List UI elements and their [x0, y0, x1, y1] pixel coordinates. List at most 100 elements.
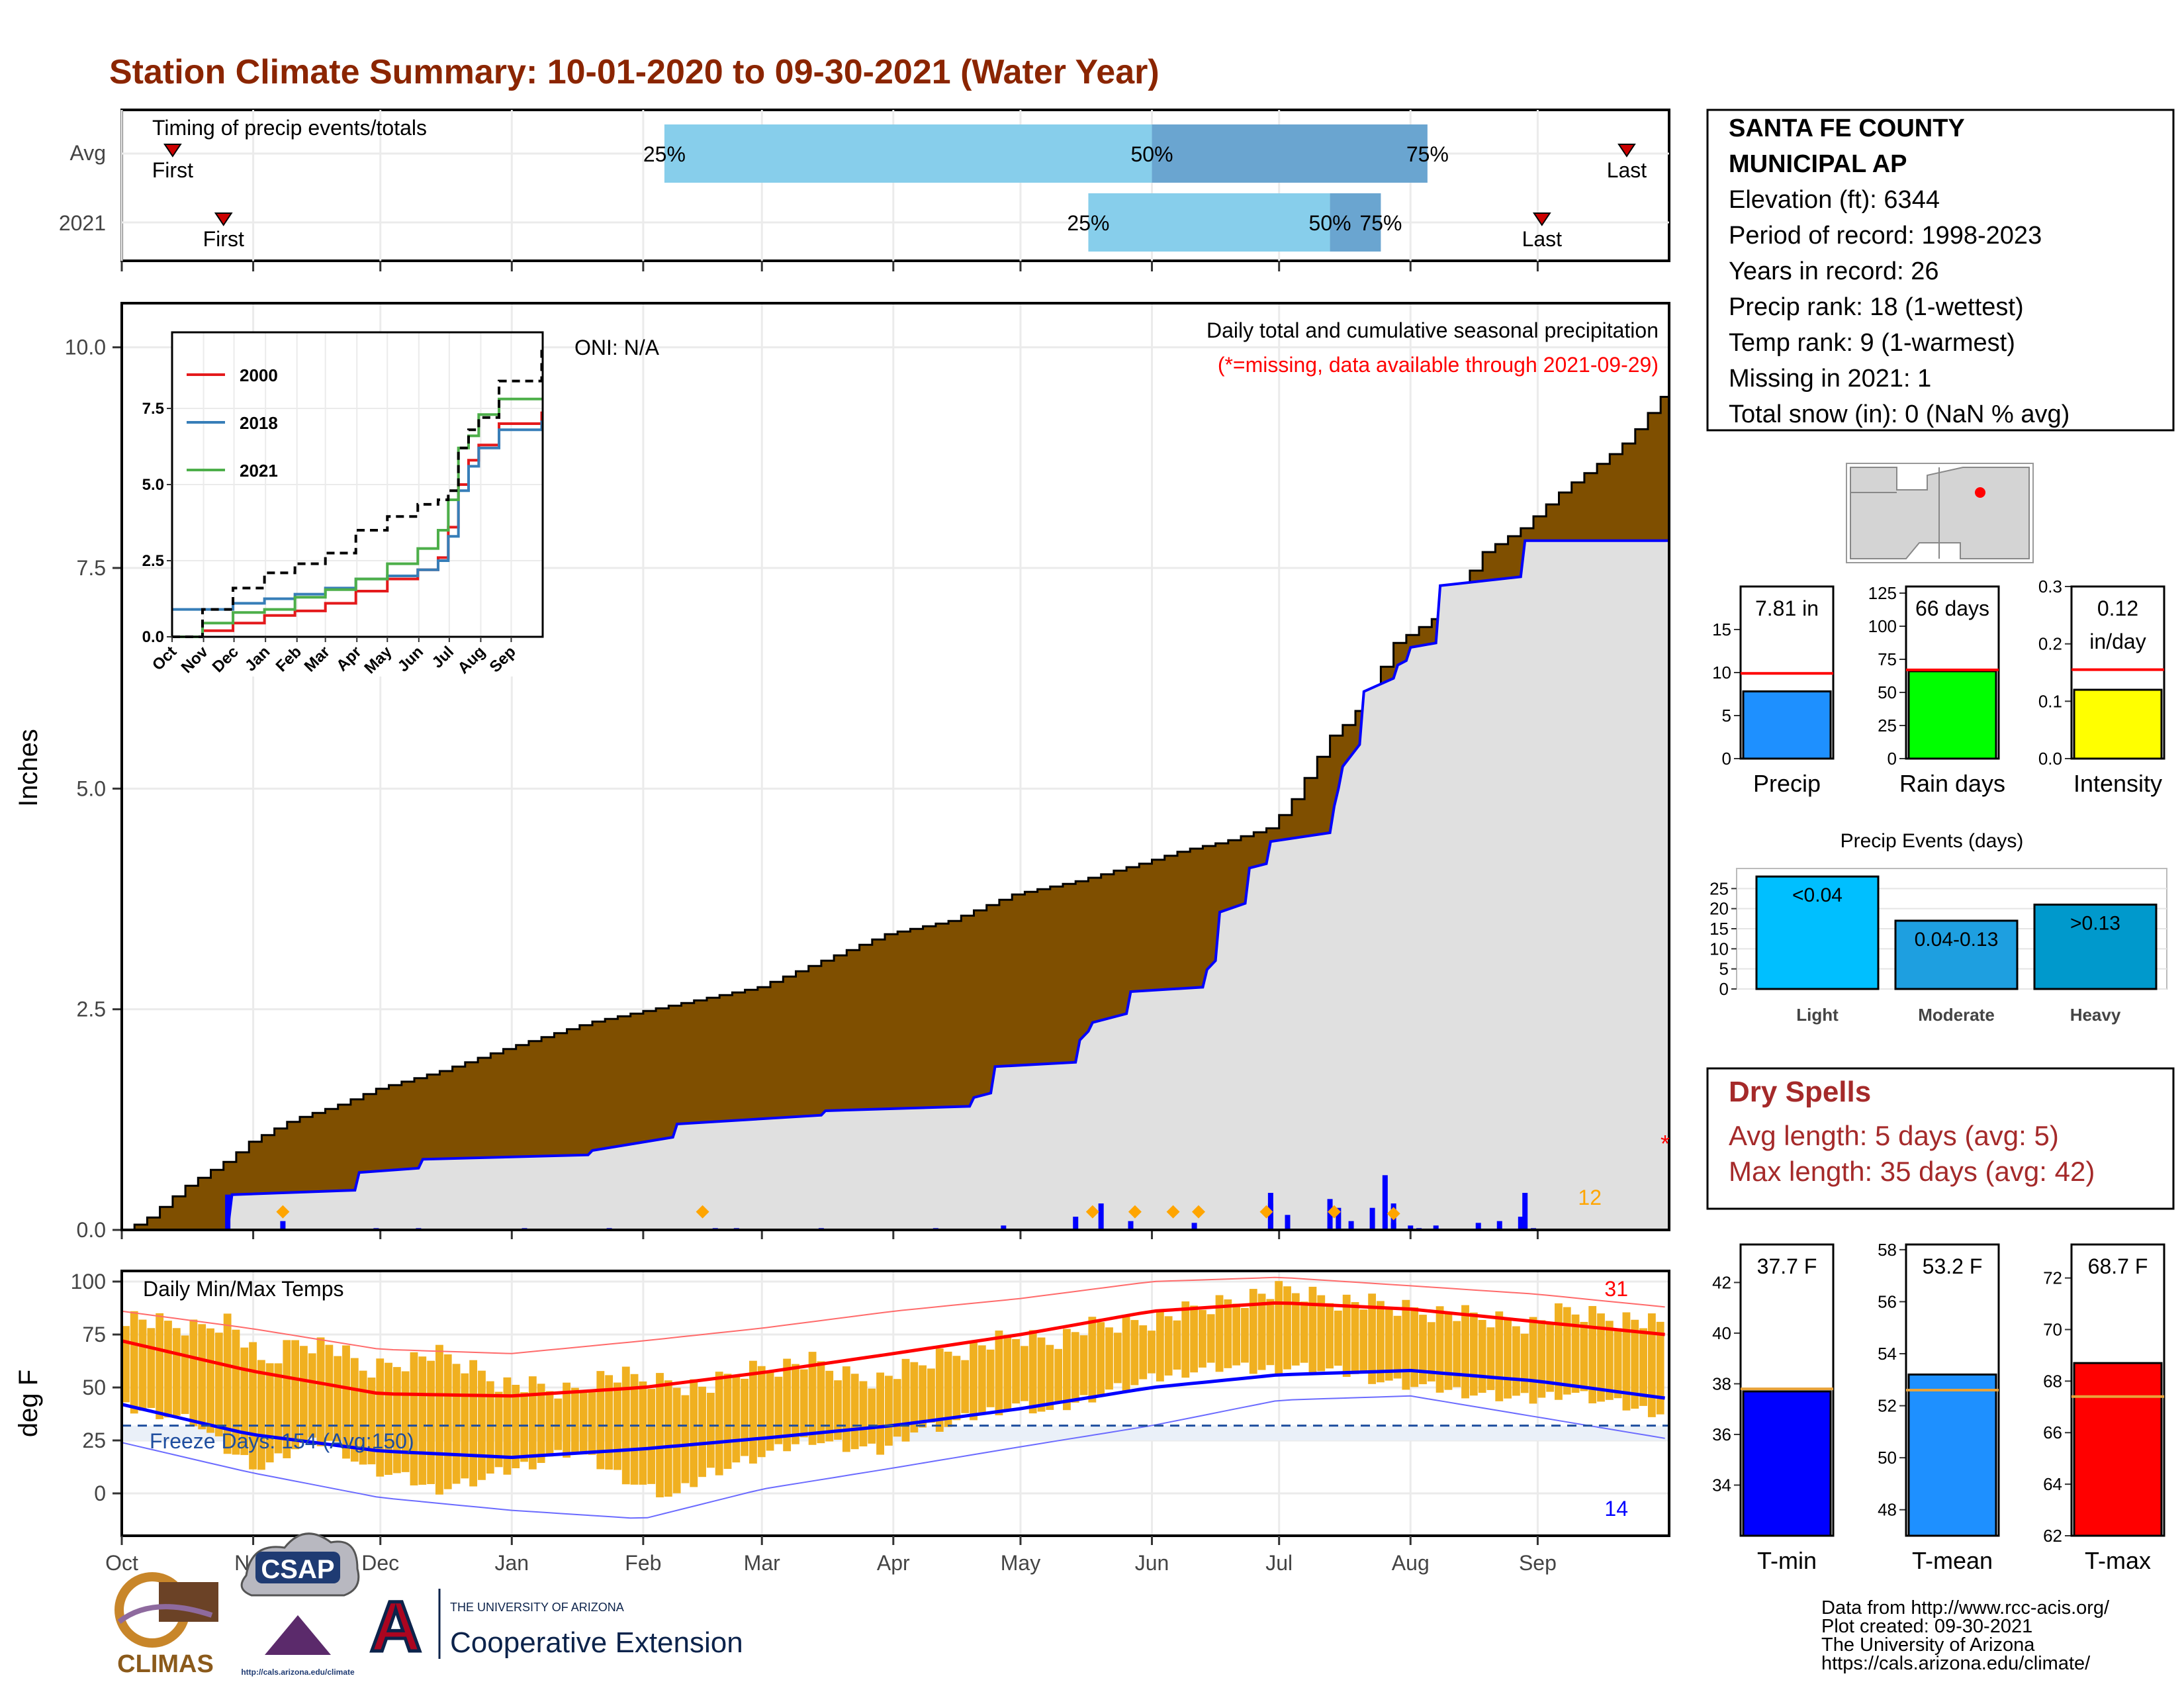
inset-series-line: [172, 397, 542, 638]
daily-temp-bar: [1317, 1295, 1326, 1372]
inset-ytick-label: 7.5: [142, 400, 164, 418]
daily-temp-bar: [164, 1321, 172, 1418]
daily-temp-bar: [706, 1393, 715, 1468]
month-label: Aug: [1392, 1551, 1430, 1575]
daily-temp-bar: [122, 1326, 130, 1403]
precip-events-ytick-label: 20: [1709, 899, 1729, 919]
daily-precip-bar: [1369, 1207, 1375, 1230]
daily-temp-bar: [478, 1370, 486, 1480]
daily-temp-bar: [1580, 1321, 1588, 1391]
daily-temp-bar: [486, 1381, 494, 1474]
daily-temp-bar: [427, 1360, 435, 1484]
month-label: Feb: [625, 1551, 661, 1575]
daily-precip-bar: [1267, 1203, 1273, 1230]
daily-temp-bar: [978, 1345, 986, 1413]
daily-temp-bar: [1088, 1317, 1097, 1403]
tmin-bar: [1742, 1390, 1832, 1537]
daily-temp-bar: [206, 1328, 214, 1433]
timing-row-avg-label: Avg: [69, 141, 106, 165]
daily-temp-bar: [570, 1387, 579, 1454]
daily-temp-bar: [1122, 1315, 1130, 1391]
record-min-line: [121, 1395, 1665, 1519]
station-elevation: Elevation (ft): 6344: [1729, 186, 1940, 214]
precip-panel: 0.0 2.5 5.0 7.5 10.0 Daily total and cumulat…: [14, 302, 1670, 1242]
precip-events-category: Light: [1796, 1005, 1839, 1025]
precip-total-title: Precip: [1753, 770, 1821, 797]
daily-temp-bar: [1647, 1313, 1656, 1417]
daily-temp-bar: [1469, 1312, 1478, 1396]
legend-label-2018: 2018: [240, 413, 278, 433]
daily-temp-bar: [401, 1371, 410, 1472]
legend-label-2021: 2021: [240, 461, 278, 481]
daily-temp-bar: [334, 1356, 342, 1442]
station-period: Period of record: 1998-2023: [1729, 222, 2042, 250]
daily-temp-bar: [198, 1324, 206, 1430]
event-marker: [1259, 1205, 1273, 1219]
rain-days-bar: [1907, 670, 1997, 760]
daily-temp-bar: [359, 1370, 367, 1465]
daily-temp-bar: [749, 1360, 757, 1464]
tmean-ytick-label: 48: [1878, 1500, 1897, 1520]
daily-temp-bar: [554, 1398, 563, 1450]
precip-total-value-label: 7.81 in: [1755, 596, 1819, 620]
daily-temp-bar: [1164, 1316, 1173, 1376]
daily-temp-bar: [308, 1353, 316, 1438]
daily-temp-bar: [249, 1342, 257, 1470]
daily-temp-bar: [1148, 1331, 1156, 1374]
precip-events-bar-label: 0.04-0.13: [1915, 929, 1999, 951]
tmean-ytick-label: 52: [1878, 1396, 1897, 1416]
event-marker: [1387, 1207, 1400, 1221]
daily-temp-bar: [1334, 1310, 1342, 1366]
temp-daily-bars: [122, 1281, 1664, 1497]
tmax-ytick-label: 72: [2043, 1268, 2062, 1288]
dry-spells-frame: [1706, 1067, 2175, 1210]
footer-credits: Data from http://www.rcc-acis.org/ Plot …: [1821, 1597, 2110, 1674]
intensity-ytick-label: 0.2: [2038, 634, 2062, 654]
inset-ytick-label: 0.0: [142, 628, 164, 646]
daily-temp-bar: [1639, 1328, 1647, 1406]
timing-label-first: First: [203, 227, 244, 251]
tmin-ytick-label: 40: [1712, 1323, 1731, 1343]
precip-areas: [122, 396, 1670, 1231]
station-snow: Total snow (in): 0 (NaN % avg): [1729, 400, 2070, 428]
daily-temp-bar: [1003, 1335, 1012, 1410]
daily-temp-bar: [664, 1380, 672, 1497]
precip-events-ytick-label: 5: [1719, 959, 1729, 979]
dry-spells-avg: Avg length: 5 days (avg: 5): [1729, 1120, 2059, 1151]
daily-temp-bar: [435, 1344, 443, 1495]
daily-temp-bar: [1478, 1319, 1486, 1393]
intensity-ytick-label: 0.0: [2038, 749, 2062, 769]
tmean-value-label: 53.2 F: [1923, 1254, 1983, 1278]
daily-precip-bar: [1382, 1175, 1388, 1230]
daily-temp-bar: [656, 1373, 664, 1497]
temp-panel-frame: [120, 1270, 1670, 1537]
daily-temp-bar: [1571, 1314, 1580, 1393]
tmean-ytick-label: 58: [1878, 1240, 1897, 1260]
daily-temp-bar: [232, 1329, 240, 1455]
daily-temp-bar: [367, 1378, 376, 1465]
daily-temp-bar: [1419, 1315, 1427, 1385]
precip-ylabel: Inches: [14, 729, 43, 807]
daily-temp-bar: [376, 1358, 385, 1477]
daily-temp-bar: [723, 1374, 732, 1469]
timing-bars: 25% 50% 75% First Last 25% 50% 75% First Last: [152, 124, 1647, 252]
timing-bar-q2: [664, 124, 1152, 183]
daily-temp-bar: [952, 1356, 961, 1421]
daily-temp-bar: [1232, 1303, 1241, 1366]
daily-temp-bar: [469, 1360, 478, 1487]
temp-ytick-label: 0: [94, 1481, 106, 1505]
tmin: 34 36 38 40 42 37.7 F T-min: [1712, 1243, 1835, 1574]
daily-temp-bar: [325, 1344, 334, 1441]
event-marker: [1191, 1205, 1205, 1219]
precip-ytick-label: 2.5: [77, 998, 106, 1021]
daily-temp-bar: [130, 1311, 138, 1414]
daily-temp-bar: [1512, 1326, 1520, 1396]
daily-temp-bar: [1224, 1299, 1232, 1368]
tmax-bar: [2073, 1362, 2163, 1537]
rain-days-ytick-label: 25: [1878, 716, 1897, 735]
month-label: Mar: [744, 1551, 780, 1575]
daily-temp-bar: [1190, 1305, 1198, 1373]
daily-temp-bar: [1461, 1305, 1469, 1399]
timing-bar-q3: [1152, 124, 1428, 183]
daily-temp-bar: [1241, 1307, 1249, 1363]
